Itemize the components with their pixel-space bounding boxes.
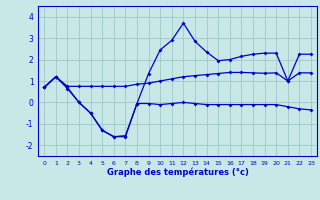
X-axis label: Graphe des températures (°c): Graphe des températures (°c) xyxy=(107,167,249,177)
